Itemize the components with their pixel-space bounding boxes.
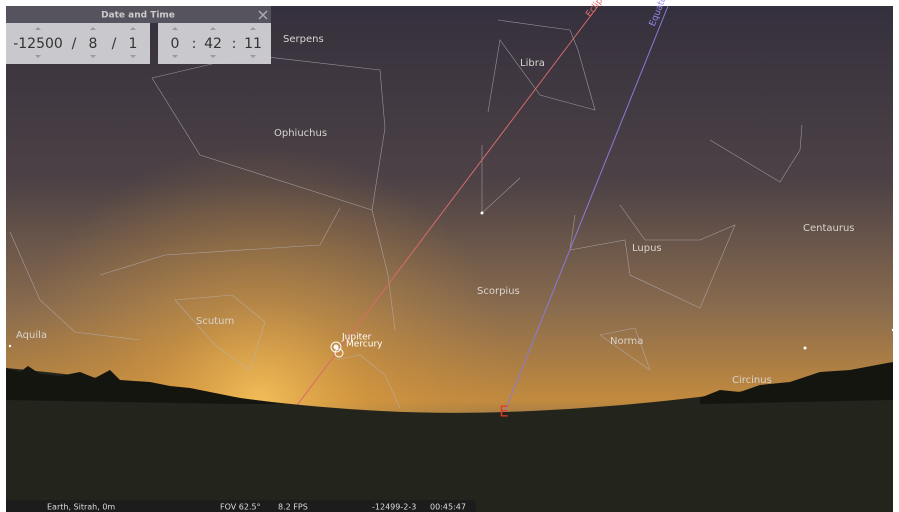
constellation-label: Scorpius [477, 286, 520, 297]
dialog-title-bar [6, 6, 271, 23]
planet-label: Jupiter [341, 333, 372, 343]
date-time-dialog: Date and Time -12500 / 8 / 1 0 : 42 : 11 [6, 6, 271, 64]
constellation-label: Scutum [196, 316, 234, 327]
constellation-label: Serpens [283, 34, 324, 45]
tree-line [6, 362, 893, 404]
status-bar: Earth, Sitrah, 0m FOV 62.5° 8.2 FPS -124… [6, 500, 476, 512]
separator: / [112, 36, 117, 52]
separator: : [232, 36, 237, 52]
month-field[interactable]: 8 [89, 36, 98, 52]
constellation-lines [9, 19, 803, 409]
constellation-label: Lupus [632, 243, 662, 254]
constellation-label: Centaurus [803, 223, 855, 234]
status-fps: 8.2 FPS [278, 503, 308, 512]
ecliptic-line [291, 5, 599, 413]
equator-line [502, 5, 669, 417]
constellation-label: Aquila [16, 330, 47, 341]
date-box [6, 23, 150, 64]
jupiter-disc [333, 344, 339, 350]
status-bar-bg [6, 500, 476, 512]
second-field[interactable]: 11 [244, 36, 262, 52]
dialog-title: Date and Time [101, 11, 175, 21]
mercury-marker [334, 348, 344, 358]
minute-field[interactable]: 42 [204, 36, 222, 52]
planet-label: Mercury [346, 340, 383, 350]
cardinal-point: E [499, 403, 508, 421]
stars [8, 211, 895, 350]
constellation-label: Circinus [732, 375, 772, 386]
day-field[interactable]: 1 [129, 36, 138, 52]
status-location: Earth, Sitrah, 0m [47, 503, 115, 512]
constellation-label: Ophiuchus [274, 128, 327, 139]
status-date: -12499-2-3 [372, 503, 416, 512]
year-field[interactable]: -12500 [13, 36, 63, 52]
status-time: 00:45:47 [430, 503, 466, 512]
twilight-glow [6, 150, 893, 420]
separator: / [72, 36, 77, 52]
constellation-label: Libra [520, 58, 545, 69]
constellation-label: Norma [610, 336, 643, 347]
separator: : [192, 36, 197, 52]
close-button[interactable] [258, 10, 268, 20]
status-fov: FOV 62.5° [220, 503, 261, 512]
jupiter-marker [330, 341, 342, 353]
hour-field[interactable]: 0 [171, 36, 180, 52]
